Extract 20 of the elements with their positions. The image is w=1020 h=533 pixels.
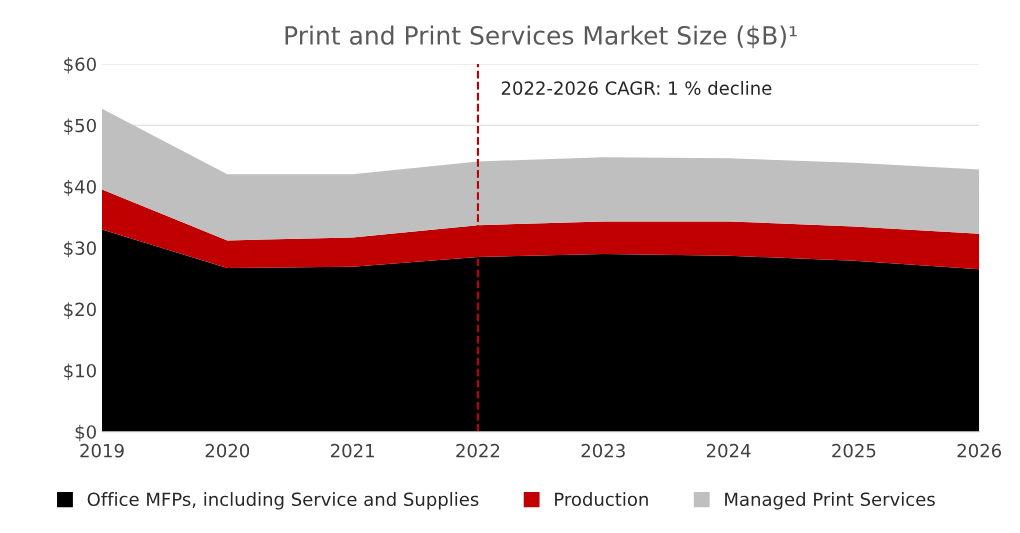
legend-label: Managed Print Services <box>725 492 935 510</box>
x-tick-label: 2020 <box>205 443 250 458</box>
x-tick-label: 2019 <box>80 443 124 458</box>
y-tick-label: $10 <box>64 363 96 380</box>
y-tick-label: $0 <box>75 424 96 442</box>
ref-line-label: 2022-2026 CAGR: 1 % decline <box>501 80 772 95</box>
y-tick-label: $40 <box>64 179 96 197</box>
legend-label: Office MFPs, including Service and Supplies <box>87 492 479 510</box>
x-tick-label: 2026 <box>957 443 1002 458</box>
chart-title: Print and Print Services Market Size ($B)¹ <box>285 25 797 49</box>
x-tick-label: 2022 <box>456 443 500 458</box>
legend-label: Production <box>555 492 648 507</box>
y-tick-label: $20 <box>64 302 96 319</box>
y-tick-label: $30 <box>64 240 96 258</box>
x-tick-label: 2024 <box>706 443 751 458</box>
x-tick-label: 2023 <box>581 443 625 458</box>
y-tick-label: $50 <box>64 118 96 135</box>
y-tick-label: $60 <box>64 57 96 74</box>
x-tick-label: 2021 <box>330 443 374 458</box>
x-tick-label: 2025 <box>832 443 876 458</box>
